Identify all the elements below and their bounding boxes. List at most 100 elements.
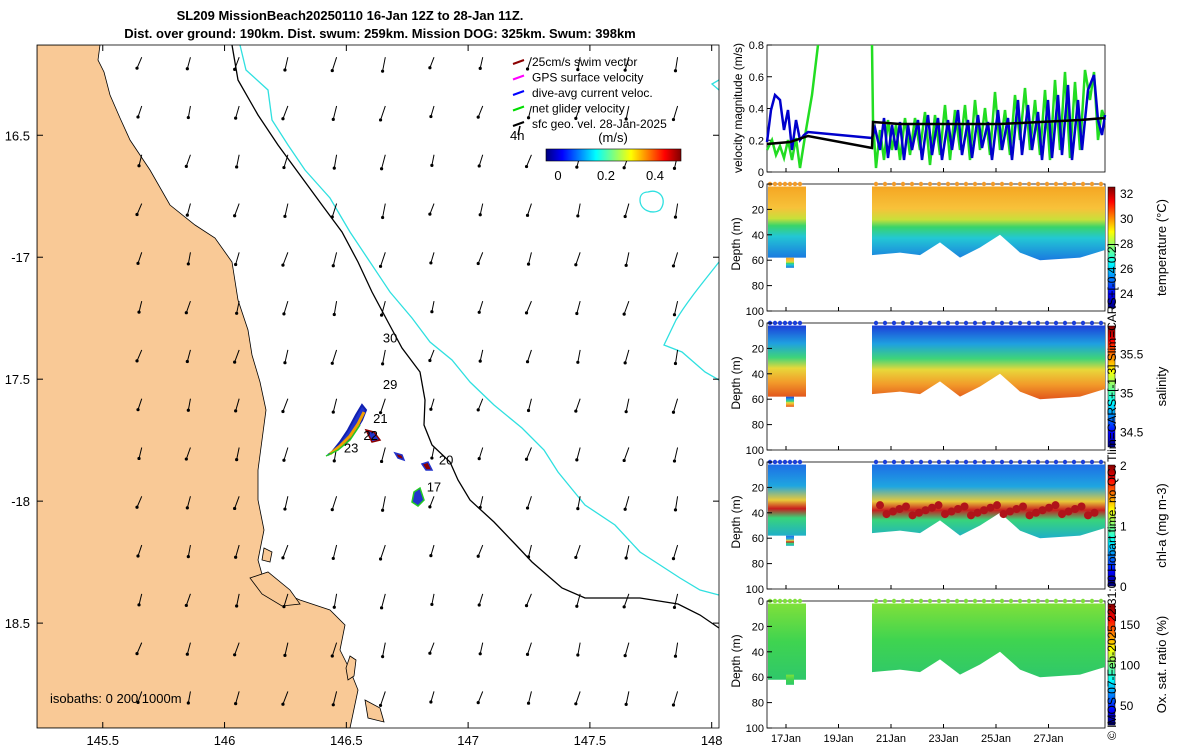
velocity-arrow: [135, 56, 143, 70]
surface-point: [1080, 320, 1086, 326]
surface-point: [963, 181, 969, 187]
arrow-head: [526, 701, 531, 705]
surface-point: [1053, 598, 1059, 604]
arrow-shaft: [577, 349, 581, 363]
velocity-arrow: [282, 447, 289, 462]
arrow-shaft: [431, 447, 435, 459]
arrow-head: [135, 212, 139, 217]
velocity-arrow: [576, 496, 581, 511]
surface-point: [963, 320, 969, 326]
velocity-arrow: [135, 642, 143, 656]
arrow-head: [330, 215, 334, 219]
arrow-head: [623, 68, 627, 72]
surface-point: [782, 320, 788, 326]
velocity-arrow: [478, 496, 484, 510]
surface-point: [1098, 320, 1104, 326]
arrow-head: [428, 358, 432, 363]
arrow-shaft: [136, 496, 143, 508]
arrow-shaft: [526, 300, 532, 314]
arrow-shaft: [236, 301, 240, 314]
arrow-head: [136, 554, 140, 558]
velocity-arrow: [185, 349, 191, 364]
velocity-arrow: [380, 642, 386, 659]
surface-point: [1017, 459, 1023, 465]
arrow-shaft: [235, 398, 240, 412]
x-tick-label: 147: [457, 733, 479, 748]
arrow-head: [671, 410, 676, 414]
velocity-arrow: [576, 349, 581, 364]
arrow-shaft: [138, 154, 143, 166]
arrow-shaft: [625, 544, 630, 559]
surface-point: [777, 459, 783, 465]
velocity-arrow: [186, 398, 191, 412]
chl-max-point: [928, 503, 936, 512]
arrow-head: [623, 654, 627, 658]
surface-point: [777, 320, 783, 326]
arrow-head: [574, 555, 578, 560]
arrow-shaft: [527, 203, 532, 216]
velocity-arrow: [135, 349, 143, 363]
legend-entry: GPS surface velocity: [512, 71, 643, 85]
velocity-arrow: [331, 398, 338, 414]
arrow-head: [235, 311, 239, 315]
velocity-arrow: [184, 154, 191, 168]
arrow-head: [428, 212, 432, 216]
arrow-head: [135, 359, 139, 363]
chl-max-point: [882, 510, 891, 519]
arrow-shaft: [284, 496, 289, 510]
arrow-head: [331, 264, 335, 268]
arrow-shaft: [430, 398, 435, 410]
arrow-head: [135, 505, 139, 509]
arrow-head: [379, 606, 384, 610]
colorbar-label: salinity: [1154, 366, 1169, 406]
arrow-shaft: [138, 301, 143, 313]
arrow-shaft: [283, 154, 289, 168]
colorbar-title: (m/s): [598, 130, 628, 145]
arrow-head: [332, 605, 336, 609]
velocity-arrow: [429, 252, 435, 265]
arrow-shaft: [283, 447, 289, 461]
isobath-1000m: [663, 261, 719, 381]
surface-point: [927, 598, 933, 604]
arrow-shaft: [332, 105, 338, 120]
surface-point: [945, 459, 951, 465]
velocity-arrow: [574, 105, 581, 120]
velocity-arrow: [526, 691, 532, 705]
series-sfc-geo-velocity: [766, 116, 1106, 150]
x-tick-label: 25Jan: [981, 733, 1011, 745]
arrow-shaft: [331, 349, 338, 364]
arrow-head: [622, 166, 626, 170]
velocity-arrow: [624, 691, 630, 706]
arrow-shaft: [282, 691, 289, 705]
y-axis-label: Depth (m): [729, 495, 743, 548]
surface-point: [1089, 598, 1095, 604]
arrow-shaft: [234, 496, 240, 509]
chl-max-point: [1077, 502, 1086, 511]
colorbar-tick: 35.5: [1120, 347, 1144, 361]
arrow-shaft: [429, 496, 435, 508]
arrow-shaft: [479, 349, 484, 362]
arrow-shaft: [479, 203, 484, 215]
arrow-head: [233, 67, 237, 71]
surface-point: [1089, 320, 1095, 326]
velocity-arrow: [331, 105, 338, 121]
arrow-head: [476, 554, 480, 558]
chl-max-point: [973, 508, 982, 517]
arrow-shaft: [186, 642, 191, 655]
arrow-shaft: [138, 593, 143, 605]
surface-point: [945, 181, 951, 187]
velocity-arrow: [136, 398, 143, 412]
arrow-head: [332, 312, 336, 317]
y-tick-label: 80: [752, 559, 764, 571]
arrow-head: [476, 408, 480, 412]
arrow-head: [477, 457, 481, 461]
arrow-head: [673, 508, 678, 512]
velocity-arrow: [671, 398, 679, 414]
arrow-shaft: [672, 105, 679, 120]
velocity-arrow: [624, 252, 630, 267]
surface-point: [792, 598, 798, 604]
arrow-head: [526, 116, 531, 120]
series-dive-avg-current: [765, 74, 1107, 161]
arrow-head: [282, 458, 286, 462]
surface-point: [900, 181, 906, 187]
